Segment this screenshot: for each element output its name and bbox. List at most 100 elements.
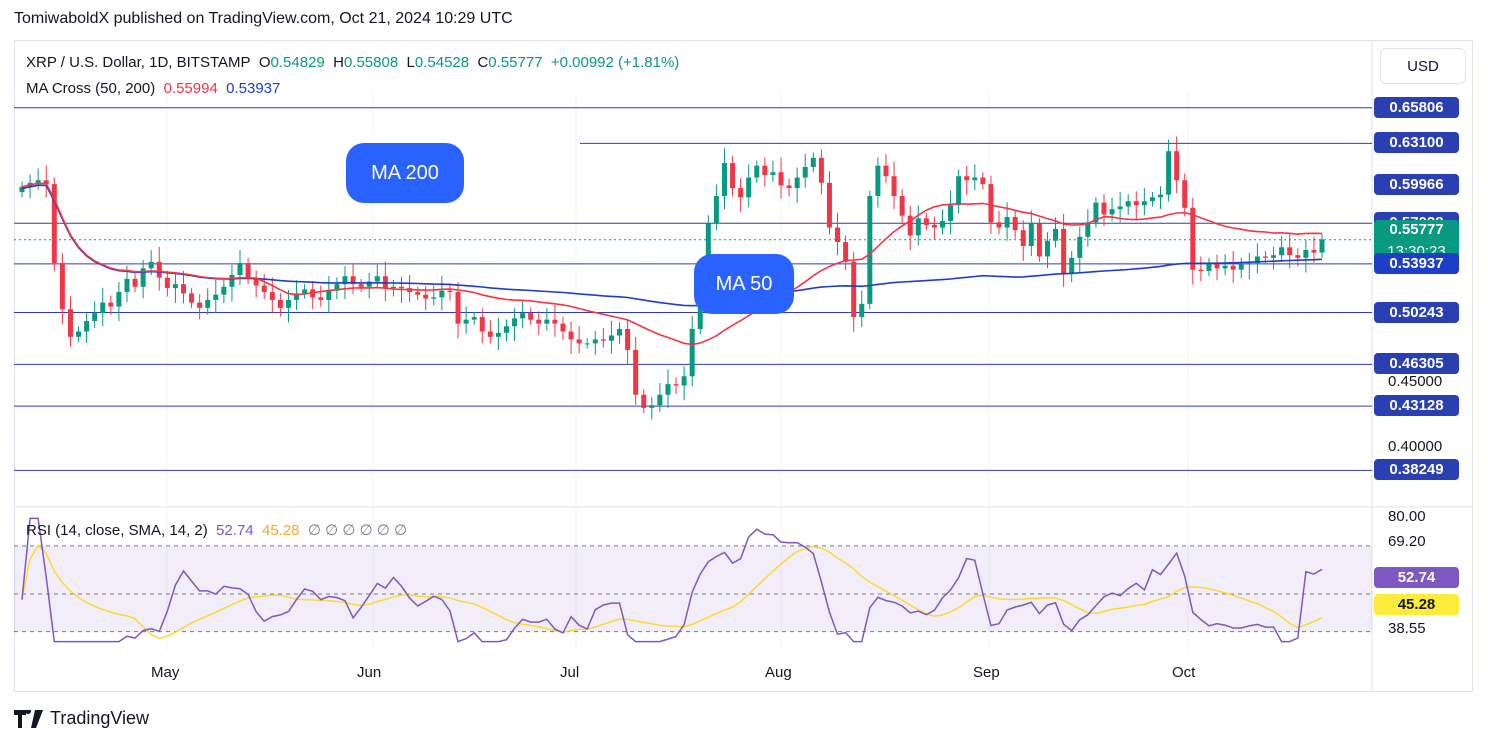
currency-button[interactable]: USD (1380, 48, 1466, 84)
low-value: 0.54528 (414, 54, 470, 71)
candle-body-70 (584, 343, 590, 345)
candle-body-108 (891, 176, 897, 196)
candle-body-68 (568, 331, 574, 340)
change-value: +0.00992 (+1.81%) (550, 54, 680, 71)
candle-body-76 (633, 349, 639, 395)
publisher-caption: TomiwaboldX published on TradingView.com… (14, 10, 513, 27)
candle-body-3 (43, 180, 49, 185)
close-value: 0.55777 (488, 54, 543, 71)
candle-body-9 (92, 313, 98, 322)
candle-body-28 (245, 263, 251, 279)
moving-averages (21, 182, 1323, 346)
candle-body-96 (794, 177, 800, 189)
candle-body-155 (1271, 255, 1277, 258)
tradingview-logo[interactable]: TradingView (14, 708, 149, 729)
candle-body-15 (140, 268, 146, 287)
candle-body-86 (713, 195, 719, 224)
candle-body-104 (859, 303, 865, 318)
candle-body-123 (1012, 217, 1018, 231)
candle-body-101 (835, 227, 841, 243)
rsi-value: 52.74 (216, 522, 254, 539)
candle-body-21 (189, 293, 195, 303)
candle-body-138 (1133, 201, 1139, 206)
candle-body-51 (431, 297, 437, 299)
symbol-title[interactable]: XRP / U.S. Dollar, 1D, BITSTAMP (26, 54, 251, 71)
price-label-12: 0.38249 (1374, 459, 1459, 481)
price-label-9: 0.45000 (1388, 372, 1443, 390)
candle-body-126 (1036, 223, 1042, 257)
candle-body-55 (463, 319, 469, 324)
tradingview-logo-icon (14, 709, 43, 728)
candle-body-44 (374, 276, 380, 282)
candle-body-115 (948, 205, 954, 221)
price-label-8: 0.46305 (1374, 353, 1459, 375)
candle-body-65 (544, 319, 550, 324)
candle-body-113 (931, 224, 937, 228)
candle-body-32 (277, 299, 283, 308)
candle-body-67 (560, 323, 566, 332)
candle-body-154 (1262, 256, 1268, 258)
time-label-may: May (151, 664, 180, 681)
chart-frame (14, 40, 1473, 692)
candle-body-50 (423, 294, 429, 299)
candle-body-90 (746, 177, 752, 198)
candle-body-124 (1020, 230, 1026, 246)
candle-body-58 (487, 331, 493, 337)
price-label-11: 0.40000 (1388, 438, 1443, 456)
candle-body-41 (350, 276, 356, 285)
ma200-callout: MA 200 (346, 143, 464, 203)
candle-body-40 (342, 276, 348, 285)
candle-body-141 (1158, 194, 1164, 198)
candle-body-111 (915, 218, 921, 236)
candle-body-22 (197, 302, 203, 308)
rsi-tick-1: 69.20 (1388, 533, 1426, 550)
ma-cross-label[interactable]: MA Cross (50, 200) (26, 80, 156, 97)
candle-body-54 (455, 292, 461, 324)
rsi-sma-line (21, 544, 1323, 640)
candle-body-132 (1085, 222, 1091, 237)
candle-body-16 (148, 261, 154, 269)
candle-body-143 (1174, 151, 1180, 181)
candle-body-145 (1190, 207, 1196, 270)
candle-body-10 (100, 302, 106, 314)
candle-body-53 (447, 290, 453, 293)
candle-body-47 (399, 286, 405, 289)
candle-body-66 (552, 319, 558, 324)
candle-body-8 (84, 321, 90, 332)
candle-body-148 (1214, 263, 1220, 269)
ma-legend: MA Cross (50, 200) 0.55994 0.53937 (26, 80, 280, 97)
candle-body-144 (1182, 180, 1188, 208)
candle-body-135 (1109, 209, 1115, 215)
candle-body-61 (512, 318, 518, 327)
rsi-tick-4: 38.55 (1388, 620, 1426, 637)
candle-body-125 (1028, 223, 1034, 246)
open-label: O (258, 54, 271, 71)
candle-body-109 (899, 195, 905, 216)
candle-body-57 (479, 317, 485, 332)
price-label-7: 0.50243 (1374, 301, 1459, 323)
candle-body-94 (778, 172, 784, 186)
candle-body-5 (59, 263, 65, 310)
candle-body-105 (867, 195, 873, 304)
candle-body-74 (617, 328, 623, 336)
candle-body-52 (439, 290, 445, 298)
candle-body-116 (956, 176, 962, 206)
candle-body-2 (35, 180, 41, 183)
candle-body-35 (302, 289, 308, 294)
candle-body-107 (883, 165, 889, 177)
price-label-2: 0.59966 (1374, 173, 1459, 195)
candle-body-93 (770, 172, 776, 175)
candle-body-147 (1206, 263, 1212, 271)
candle-body-83 (689, 328, 695, 377)
rsi-label[interactable]: RSI (14, close, SMA, 14, 2) (26, 522, 208, 539)
candle-body-13 (124, 278, 130, 293)
candle-body-117 (964, 176, 970, 181)
candle-body-71 (592, 339, 598, 344)
candle-body-150 (1230, 265, 1236, 270)
candle-body-56 (471, 317, 477, 320)
candle-body-133 (1093, 202, 1099, 223)
ohlc-legend: XRP / U.S. Dollar, 1D, BITSTAMP O0.54829… (26, 54, 679, 71)
candle-body-27 (237, 263, 243, 275)
time-label-jul: Jul (560, 664, 580, 681)
